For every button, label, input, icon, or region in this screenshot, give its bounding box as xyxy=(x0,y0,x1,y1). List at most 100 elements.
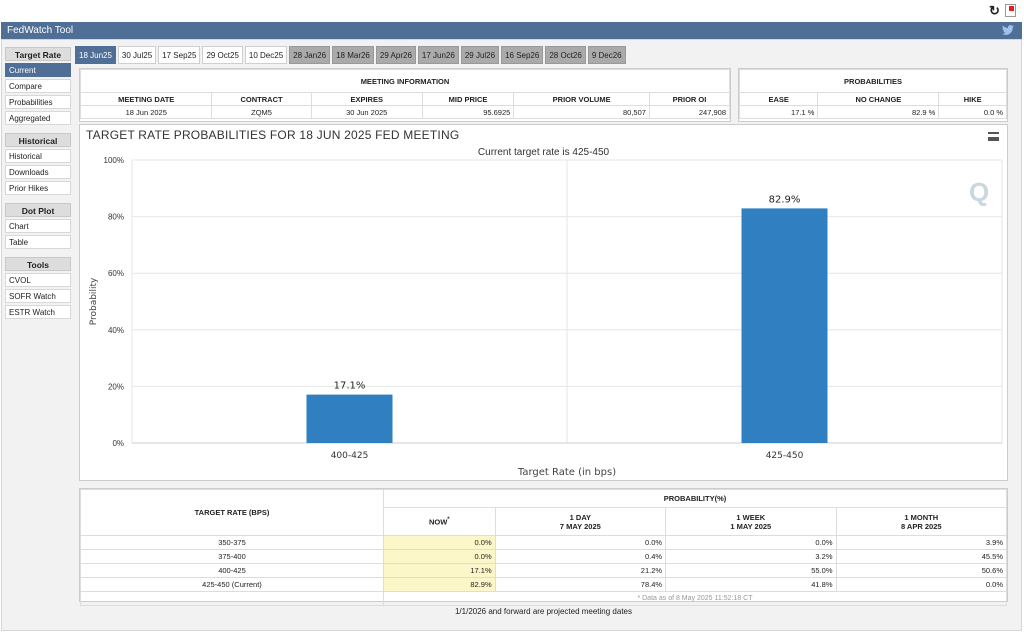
x-axis-label: Target Rate (in bps) xyxy=(517,467,616,478)
x-tick-label: 425-450 xyxy=(766,451,804,461)
chart-title: TARGET RATE PROBABILITIES FOR 18 JUN 202… xyxy=(86,128,460,142)
sidebar-item-estr-watch[interactable]: ESTR Watch xyxy=(5,305,71,319)
prob-cell-day: 0.0% xyxy=(494,535,667,550)
prob-cell-month: 0.0% xyxy=(835,577,1008,592)
tab-28-jan26[interactable]: 28 Jan26 xyxy=(289,46,331,64)
y-tick-label: 0% xyxy=(112,439,124,448)
note-spacer xyxy=(80,591,384,606)
prob-col-ease: EASE xyxy=(738,92,819,106)
chart-subtitle: Current target rate is 425-450 xyxy=(477,147,610,158)
sidebar-item-probabilities[interactable]: Probabilities xyxy=(5,95,71,109)
prob-col-1-month: 1 MONTH 8 APR 2025 xyxy=(835,507,1008,536)
pdf-icon[interactable] xyxy=(1005,4,1016,17)
prob-cell-now: 17.1% xyxy=(382,563,496,578)
watermark-letter: Q xyxy=(969,177,989,207)
prob-col-label: 1 MONTH xyxy=(904,512,939,522)
y-tick-label: 80% xyxy=(108,213,124,222)
bar-400-425[interactable] xyxy=(306,394,393,443)
tab-16-sep26[interactable]: 16 Sep26 xyxy=(501,46,544,64)
probability-chart: TARGET RATE PROBABILITIES FOR 18 JUN 202… xyxy=(79,124,1008,481)
asterisk: * xyxy=(447,516,450,523)
tab-9-dec26[interactable]: 9 Dec26 xyxy=(587,46,626,64)
prob-cell-day: 21.2% xyxy=(494,563,667,578)
tab-30-jul25[interactable]: 30 Jul25 xyxy=(117,46,157,64)
table-row: 400-425 17.1% 21.2% 55.0% 50.6% xyxy=(80,563,1008,578)
rate-cell: 375-400 xyxy=(80,549,384,564)
sidebar-heading-tools: Tools xyxy=(5,257,71,271)
rate-cell: 400-425 xyxy=(80,563,384,578)
chart-menu-icon[interactable] xyxy=(988,132,999,141)
rate-cell: 350-375 xyxy=(80,535,384,550)
y-tick-label: 60% xyxy=(108,269,124,278)
sidebar-heading-dot-plot: Dot Plot xyxy=(5,203,71,217)
projection-footnote: 1/1/2026 and forward are projected meeti… xyxy=(454,607,632,616)
sidebar-item-prior-hikes[interactable]: Prior Hikes xyxy=(5,181,71,195)
prob-cell-week: 3.2% xyxy=(665,549,837,564)
quikstrike-logo: Q xyxy=(969,177,989,207)
prob-col-date: 8 APR 2025 xyxy=(900,521,942,531)
data-label: 17.1% xyxy=(334,381,366,392)
prob-col-label: NOW xyxy=(428,517,448,527)
prob-value-no-change: 82.9 % xyxy=(817,105,940,119)
note-row: * Data as of 8 May 2025 11:52:18 CT xyxy=(80,591,1008,606)
prob-col-label: 1 DAY xyxy=(569,512,592,522)
table-row: 425-450 (Current) 82.9% 78.4% 41.8% 0.0% xyxy=(80,577,1008,592)
prob-cell-month: 50.6% xyxy=(835,563,1008,578)
sidebar-item-aggregated[interactable]: Aggregated xyxy=(5,111,71,125)
tab-28-oct26[interactable]: 28 Oct26 xyxy=(545,46,586,64)
tab-18-jun25[interactable]: 18 Jun25 xyxy=(75,46,116,64)
sidebar-item-cvol[interactable]: CVOL xyxy=(5,273,71,287)
sidebar-heading-historical: Historical xyxy=(5,133,71,147)
meeting-col-expires: EXPIRES xyxy=(310,92,423,106)
sidebar-item-sofr-watch[interactable]: SOFR Watch xyxy=(5,289,71,303)
rate-cell: 425-450 (Current) xyxy=(80,577,384,592)
tab-10-dec25[interactable]: 10 Dec25 xyxy=(244,46,288,64)
sidebar-item-compare[interactable]: Compare xyxy=(5,79,71,93)
sidebar-item-downloads[interactable]: Downloads xyxy=(5,165,71,179)
prob-col-now: NOW* xyxy=(382,507,496,536)
prob-cell-now: 82.9% xyxy=(382,577,496,592)
prob-cell-day: 78.4% xyxy=(494,577,667,592)
prob-cell-now: 0.0% xyxy=(382,549,496,564)
meeting-col-contract: CONTRACT xyxy=(211,92,312,106)
data-label: 82.9% xyxy=(769,194,801,205)
refresh-icon[interactable]: ↻ xyxy=(989,3,1000,18)
meeting-value: 30 Jun 2025 xyxy=(310,105,423,119)
meeting-col-mid-price: MID PRICE xyxy=(421,92,515,106)
prob-col-no-change: NO CHANGE xyxy=(817,92,940,106)
y-tick-label: 20% xyxy=(108,382,124,391)
tab-29-oct25[interactable]: 29 Oct25 xyxy=(202,46,243,64)
tab-29-jul26[interactable]: 29 Jul26 xyxy=(460,46,500,64)
bar-425-450[interactable] xyxy=(741,208,828,443)
sidebar: Target Rate Current Compare Probabilities Ag… xyxy=(5,47,71,321)
sidebar-item-current[interactable]: Current xyxy=(5,63,71,77)
prob-cell-week: 41.8% xyxy=(665,577,837,592)
meeting-value: 18 Jun 2025 xyxy=(79,105,213,119)
meeting-value: 247,908 xyxy=(648,105,731,119)
tab-18-mar26[interactable]: 18 Mar26 xyxy=(332,46,374,64)
meeting-info-panel: MEETING INFORMATION MEETING DATE CONTRACT… xyxy=(79,68,731,122)
prob-cell-week: 0.0% xyxy=(665,535,837,550)
probability-group-header: PROBABILITY(%) xyxy=(382,489,1008,508)
probabilities-heading: PROBABILITIES xyxy=(739,69,1007,93)
sidebar-item-historical[interactable]: Historical xyxy=(5,149,71,163)
prob-cell-now: 0.0% xyxy=(382,535,496,550)
y-axis-label: Probability xyxy=(89,277,99,325)
prob-col-date: 7 MAY 2025 xyxy=(559,521,601,531)
sidebar-item-table[interactable]: Table xyxy=(5,235,71,249)
app-title-bar: FedWatch Tool xyxy=(1,22,1022,39)
tab-17-sep25[interactable]: 17 Sep25 xyxy=(158,46,201,64)
probability-table-panel: TARGET RATE (BPS) PROBABILITY(%) NOW* 1 D… xyxy=(79,488,1008,606)
tab-17-jun26[interactable]: 17 Jun26 xyxy=(417,46,459,64)
twitter-icon[interactable] xyxy=(1002,25,1014,35)
meeting-value: 95.6925 xyxy=(421,105,515,119)
chart-plot: 0% 20% 40% 60% 80% 100% 17.1% 400-425 82.9% 425-4… xyxy=(89,156,1003,478)
y-tick-label: 40% xyxy=(108,326,124,335)
prob-value-hike: 0.0 % xyxy=(938,105,1007,119)
meeting-col-prior-volume: PRIOR VOLUME xyxy=(513,92,650,106)
prob-col-hike: HIKE xyxy=(938,92,1007,106)
table-row: 375-400 0.0% 0.4% 3.2% 45.5% xyxy=(80,549,1008,564)
tab-29-apr26[interactable]: 29 Apr26 xyxy=(375,46,416,64)
y-tick-label: 100% xyxy=(104,156,124,165)
sidebar-item-chart[interactable]: Chart xyxy=(5,219,71,233)
